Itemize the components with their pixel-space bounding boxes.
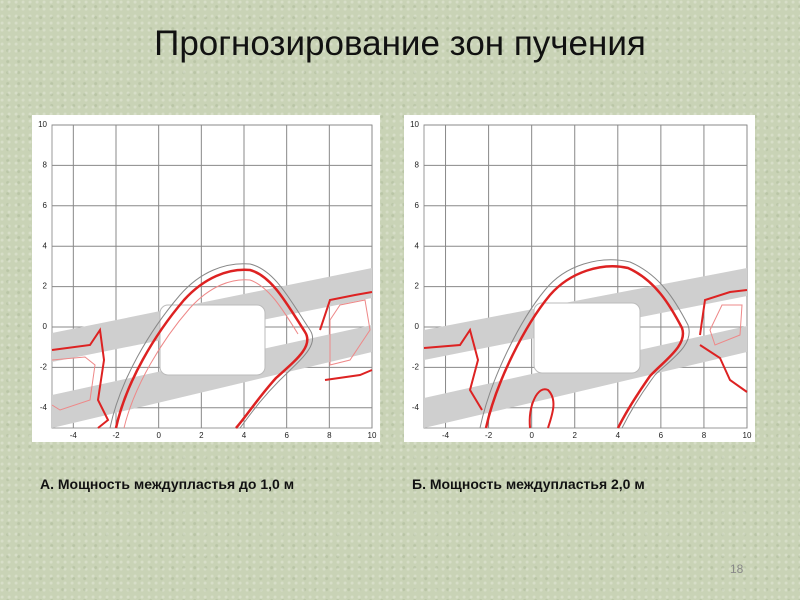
x-tick-label: -4 bbox=[442, 431, 450, 440]
y-tick-label: 4 bbox=[415, 241, 420, 250]
y-tick-label: -4 bbox=[40, 403, 48, 412]
x-tick-label: 6 bbox=[659, 431, 664, 440]
y-tick-label: 0 bbox=[415, 322, 420, 331]
y-tick-label: -2 bbox=[40, 363, 48, 372]
y-tick-label: 10 bbox=[410, 120, 419, 129]
y-tick-label: 2 bbox=[415, 282, 420, 291]
y-tick-label: -2 bbox=[412, 363, 420, 372]
x-tick-label: 4 bbox=[616, 431, 621, 440]
y-tick-label: 8 bbox=[43, 161, 48, 170]
x-tick-label: 4 bbox=[242, 431, 247, 440]
x-tick-label: 8 bbox=[702, 431, 707, 440]
y-tick-label: 8 bbox=[415, 161, 420, 170]
x-tick-label: 10 bbox=[743, 431, 752, 440]
x-tick-label: 2 bbox=[573, 431, 578, 440]
x-tick-label: 10 bbox=[368, 431, 377, 440]
x-tick-label: -2 bbox=[112, 431, 120, 440]
y-tick-label: 2 bbox=[43, 282, 48, 291]
slide-title: Прогнозирование зон пучения bbox=[154, 24, 646, 63]
x-tick-label: 0 bbox=[529, 431, 534, 440]
contour-layer bbox=[423, 259, 748, 429]
y-tick-label: 4 bbox=[43, 241, 48, 250]
chart-caption: Б. Мощность междупластья 2,0 м bbox=[412, 476, 645, 492]
x-tick-label: -2 bbox=[485, 431, 493, 440]
y-tick-label: 6 bbox=[415, 201, 420, 210]
y-tick-label: -4 bbox=[412, 403, 420, 412]
page-number: 18 bbox=[730, 562, 744, 576]
y-tick-label: 6 bbox=[43, 201, 48, 210]
chart-caption: А. Мощность междупластья до 1,0 м bbox=[40, 476, 295, 492]
x-tick-label: 2 bbox=[199, 431, 204, 440]
x-tick-label: -4 bbox=[70, 431, 78, 440]
y-tick-label: 0 bbox=[43, 322, 48, 331]
contour-layer bbox=[51, 263, 373, 429]
x-tick-label: 8 bbox=[327, 431, 332, 440]
x-tick-label: 0 bbox=[156, 431, 161, 440]
plot-axes bbox=[423, 124, 748, 429]
x-tick-label: 6 bbox=[284, 431, 289, 440]
y-tick-label: 10 bbox=[38, 120, 47, 129]
